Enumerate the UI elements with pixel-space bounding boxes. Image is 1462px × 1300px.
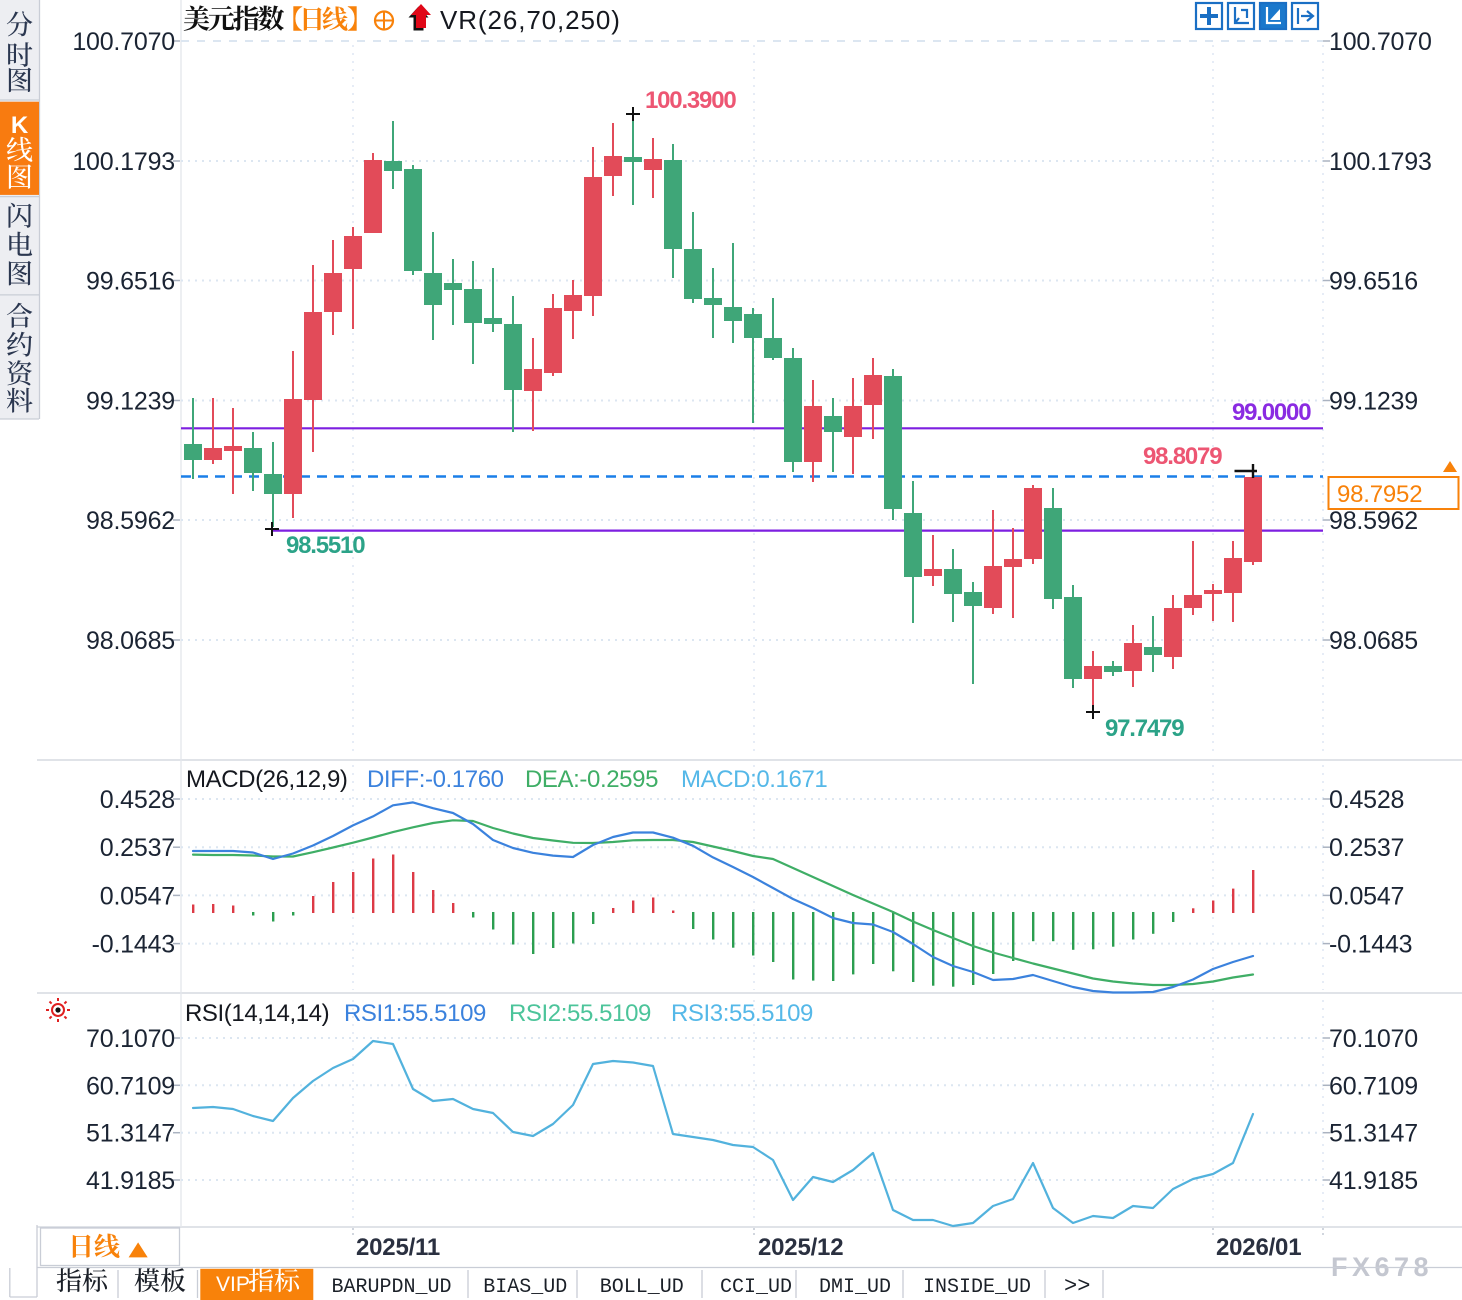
svg-text:-0.1443: -0.1443: [92, 931, 175, 959]
svg-text:DIFF:-0.1760: DIFF:-0.1760: [367, 766, 504, 793]
svg-text:RSI3:55.5109: RSI3:55.5109: [671, 1000, 813, 1027]
svg-text:MACD:0.1671: MACD:0.1671: [681, 766, 827, 793]
svg-text:MACD(26,12,9): MACD(26,12,9): [186, 766, 348, 793]
svg-text:98.0685: 98.0685: [1329, 627, 1418, 655]
svg-text:0.4528: 0.4528: [100, 786, 175, 814]
svg-text:60.7109: 60.7109: [86, 1072, 175, 1100]
svg-text:-0.1443: -0.1443: [1329, 931, 1412, 959]
svg-text:100.7070: 100.7070: [72, 28, 175, 56]
svg-text:99.0000: 99.0000: [1232, 399, 1311, 426]
svg-text:98.8079: 98.8079: [1143, 443, 1222, 470]
svg-text:CCI_UD: CCI_UD: [720, 1276, 792, 1299]
svg-text:99.6516: 99.6516: [86, 268, 175, 296]
svg-text:60.7109: 60.7109: [1329, 1072, 1418, 1100]
svg-text:41.9185: 41.9185: [1329, 1167, 1418, 1195]
svg-text:2025/12: 2025/12: [758, 1234, 843, 1261]
svg-text:0.2537: 0.2537: [100, 834, 175, 862]
svg-text:K: K: [11, 112, 29, 139]
svg-text:BIAS_UD: BIAS_UD: [483, 1276, 567, 1299]
svg-text:0.0547: 0.0547: [1329, 882, 1404, 910]
svg-text:>>: >>: [1064, 1274, 1090, 1299]
svg-text:2025/11: 2025/11: [356, 1234, 440, 1261]
svg-text:RSI1:55.5109: RSI1:55.5109: [344, 1000, 486, 1027]
svg-text:100.1793: 100.1793: [72, 148, 175, 176]
svg-text:VIP: VIP: [216, 1273, 250, 1296]
svg-text:0.2537: 0.2537: [1329, 834, 1404, 862]
svg-text:INSIDE_UD: INSIDE_UD: [923, 1276, 1031, 1299]
svg-text:51.3147: 51.3147: [1329, 1120, 1418, 1148]
svg-text:100.3900: 100.3900: [645, 87, 736, 114]
svg-text:98.5510: 98.5510: [286, 532, 365, 559]
svg-text:VR(26,70,250): VR(26,70,250): [440, 5, 621, 35]
svg-text:70.1070: 70.1070: [86, 1025, 175, 1053]
svg-text:RSI2:55.5109: RSI2:55.5109: [509, 1000, 651, 1027]
svg-text:70.1070: 70.1070: [1329, 1025, 1418, 1053]
svg-text:DEA:-0.2595: DEA:-0.2595: [525, 766, 658, 793]
svg-text:98.5962: 98.5962: [86, 507, 175, 535]
svg-text:BOLL_UD: BOLL_UD: [600, 1276, 684, 1299]
svg-text:2026/01: 2026/01: [1216, 1234, 1301, 1261]
svg-text:99.6516: 99.6516: [1329, 268, 1418, 296]
svg-text:100.1793: 100.1793: [1329, 148, 1432, 176]
svg-text:DMI_UD: DMI_UD: [819, 1276, 891, 1299]
svg-text:98.5962: 98.5962: [1329, 507, 1418, 535]
svg-text:97.7479: 97.7479: [1105, 715, 1184, 742]
svg-text:0.4528: 0.4528: [1329, 786, 1404, 814]
svg-text:0.0547: 0.0547: [100, 882, 175, 910]
svg-text:98.0685: 98.0685: [86, 627, 175, 655]
svg-text:100.7070: 100.7070: [1329, 28, 1432, 56]
svg-text:99.1239: 99.1239: [1329, 388, 1418, 416]
svg-text:98.7952: 98.7952: [1337, 481, 1422, 508]
svg-text:51.3147: 51.3147: [86, 1120, 175, 1148]
svg-text:RSI(14,14,14): RSI(14,14,14): [185, 1000, 329, 1027]
svg-text:41.9185: 41.9185: [86, 1167, 175, 1195]
svg-text:99.1239: 99.1239: [86, 388, 175, 416]
svg-text:BARUPDN_UD: BARUPDN_UD: [332, 1276, 452, 1299]
